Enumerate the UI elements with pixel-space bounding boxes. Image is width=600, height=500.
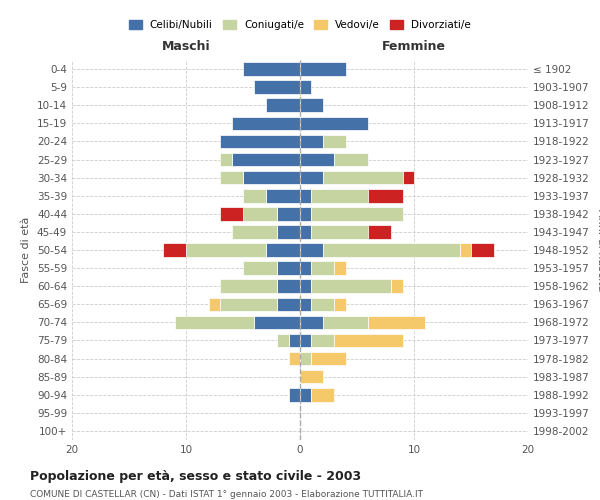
Bar: [300, 189, 311, 202]
Bar: [220, 207, 243, 220]
Bar: [300, 370, 323, 384]
Y-axis label: Fasce di età: Fasce di età: [22, 217, 31, 283]
Bar: [334, 334, 403, 347]
Bar: [277, 280, 300, 293]
Bar: [232, 116, 300, 130]
Bar: [277, 225, 300, 238]
Bar: [254, 316, 300, 329]
Text: Femmine: Femmine: [382, 40, 446, 53]
Bar: [311, 280, 391, 293]
Bar: [220, 152, 232, 166]
Bar: [186, 243, 266, 257]
Bar: [300, 207, 311, 220]
Bar: [300, 116, 368, 130]
Bar: [277, 207, 300, 220]
Bar: [243, 207, 277, 220]
Bar: [266, 98, 300, 112]
Bar: [266, 243, 300, 257]
Bar: [300, 171, 323, 184]
Bar: [220, 134, 300, 148]
Bar: [300, 243, 323, 257]
Bar: [277, 334, 289, 347]
Bar: [300, 334, 311, 347]
Bar: [334, 298, 346, 311]
Bar: [232, 225, 277, 238]
Bar: [391, 280, 403, 293]
Text: COMUNE DI CASTELLAR (CN) - Dati ISTAT 1° gennaio 2003 - Elaborazione TUTTITALIA.: COMUNE DI CASTELLAR (CN) - Dati ISTAT 1°…: [30, 490, 423, 499]
Bar: [300, 80, 311, 94]
Bar: [334, 262, 346, 275]
Bar: [471, 243, 494, 257]
Bar: [300, 280, 311, 293]
Bar: [243, 262, 277, 275]
Bar: [368, 316, 425, 329]
Bar: [289, 352, 300, 366]
Bar: [300, 388, 311, 402]
Bar: [220, 171, 243, 184]
Bar: [323, 134, 346, 148]
Bar: [232, 152, 300, 166]
Text: Maschi: Maschi: [161, 40, 211, 53]
Bar: [311, 189, 368, 202]
Bar: [289, 334, 300, 347]
Bar: [209, 298, 220, 311]
Bar: [220, 280, 277, 293]
Bar: [300, 352, 311, 366]
Bar: [311, 225, 368, 238]
Bar: [311, 207, 403, 220]
Y-axis label: Anni di nascita: Anni di nascita: [596, 209, 600, 291]
Bar: [277, 298, 300, 311]
Bar: [277, 262, 300, 275]
Bar: [175, 316, 254, 329]
Legend: Celibi/Nubili, Coniugati/e, Vedovi/e, Divorziati/e: Celibi/Nubili, Coniugati/e, Vedovi/e, Di…: [125, 16, 475, 34]
Bar: [266, 189, 300, 202]
Bar: [254, 80, 300, 94]
Bar: [311, 334, 334, 347]
Bar: [300, 262, 311, 275]
Bar: [368, 189, 403, 202]
Text: Popolazione per età, sesso e stato civile - 2003: Popolazione per età, sesso e stato civil…: [30, 470, 361, 483]
Bar: [334, 152, 368, 166]
Bar: [300, 152, 334, 166]
Bar: [460, 243, 471, 257]
Bar: [300, 316, 323, 329]
Bar: [323, 243, 460, 257]
Bar: [300, 298, 311, 311]
Bar: [323, 316, 368, 329]
Bar: [289, 388, 300, 402]
Bar: [311, 388, 334, 402]
Bar: [220, 298, 277, 311]
Bar: [368, 225, 391, 238]
Bar: [403, 171, 414, 184]
Bar: [300, 62, 346, 76]
Bar: [163, 243, 186, 257]
Bar: [311, 262, 334, 275]
Bar: [311, 352, 346, 366]
Bar: [243, 62, 300, 76]
Bar: [300, 134, 323, 148]
Bar: [300, 98, 323, 112]
Bar: [243, 171, 300, 184]
Bar: [311, 298, 334, 311]
Bar: [300, 225, 311, 238]
Bar: [323, 171, 403, 184]
Bar: [243, 189, 266, 202]
